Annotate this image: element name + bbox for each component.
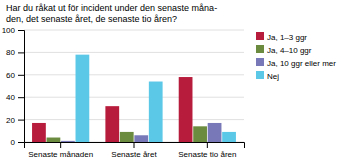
y-tick: 40	[6, 93, 24, 102]
y-tick-label: 60	[6, 71, 15, 80]
legend-item: Nej	[256, 71, 279, 81]
chart: Har du råkat ut för incident under den s…	[0, 0, 354, 158]
bar	[61, 141, 75, 142]
x-tick-mark	[207, 142, 208, 148]
bar-series	[32, 77, 192, 142]
bar-series	[76, 55, 236, 142]
y-tick-label: 20	[6, 116, 15, 125]
bar	[105, 106, 119, 142]
x-tick: Senaste tio åren	[178, 142, 236, 158]
bar	[47, 138, 61, 142]
bar	[134, 135, 148, 142]
bar	[179, 77, 193, 142]
y-tick: 60	[6, 71, 24, 80]
legend-item: Ja, 10 ggr eller mer	[256, 58, 336, 68]
y-tick-mark	[18, 97, 24, 98]
bar	[208, 123, 222, 142]
y-tick-mark	[18, 120, 24, 121]
y-tick: 100	[2, 26, 24, 35]
legend-swatch	[256, 45, 264, 53]
grid-line	[24, 52, 244, 53]
legend-swatch	[256, 58, 264, 66]
bar	[32, 123, 46, 142]
bars	[32, 55, 236, 142]
grid-line	[24, 30, 244, 31]
x-tick: Senaste månaden	[28, 142, 93, 158]
legend-swatch	[256, 71, 264, 79]
legend-label: Ja, 4–10 ggr	[267, 46, 312, 55]
grid	[24, 30, 244, 142]
y-tick: 0	[11, 138, 24, 147]
y-tick-label: 0	[11, 138, 16, 147]
grid-line	[24, 119, 244, 120]
y-tick-label: 80	[6, 48, 15, 57]
x-tick-label: Senaste månaden	[28, 150, 93, 158]
plot: 020406080100Senaste månadenSenaste åretS…	[2, 26, 245, 158]
y-tick: 80	[6, 48, 24, 57]
y-tick-mark	[18, 142, 24, 143]
bar	[120, 132, 134, 142]
y-axis-line	[18, 31, 25, 143]
bar	[193, 126, 207, 142]
bar	[222, 132, 236, 142]
y-tick-mark	[18, 30, 24, 31]
legend: Ja, 1–3 ggr Ja, 4–10 ggr Ja, 10 ggr eller …	[256, 32, 336, 81]
x-tick-mark	[60, 142, 61, 148]
bar-series	[47, 126, 207, 142]
title: Har du råkat ut för incident under den s…	[6, 3, 217, 24]
x-tick: Senaste året	[111, 142, 157, 158]
legend-swatch	[256, 32, 264, 40]
x-tick-label: Senaste året	[111, 150, 157, 158]
y-axis: 0 20 40 60 80 100	[2, 26, 25, 147]
legend-item: Ja, 4–10 ggr	[256, 45, 312, 55]
y-tick-label: 40	[6, 93, 15, 102]
grid-line	[24, 74, 244, 75]
y-tick-label: 100	[2, 26, 16, 35]
legend-item: Ja, 1–3 ggr	[256, 32, 307, 42]
legend-label: Nej	[267, 72, 279, 81]
y-tick-mark	[18, 52, 24, 53]
x-tick-label: Senaste tio åren	[178, 150, 236, 158]
bar	[76, 55, 90, 142]
x-axis-line	[25, 143, 245, 149]
legend-label: Ja, 10 ggr eller mer	[267, 59, 336, 68]
grid-line	[24, 97, 244, 98]
y-tick-mark	[18, 75, 24, 76]
legend-label: Ja, 1–3 ggr	[267, 33, 307, 42]
x-tick-mark	[134, 142, 135, 148]
bar	[149, 82, 163, 142]
y-tick: 20	[6, 116, 24, 125]
x-axis: Senaste månaden Senaste året Senaste tio å…	[25, 142, 245, 158]
